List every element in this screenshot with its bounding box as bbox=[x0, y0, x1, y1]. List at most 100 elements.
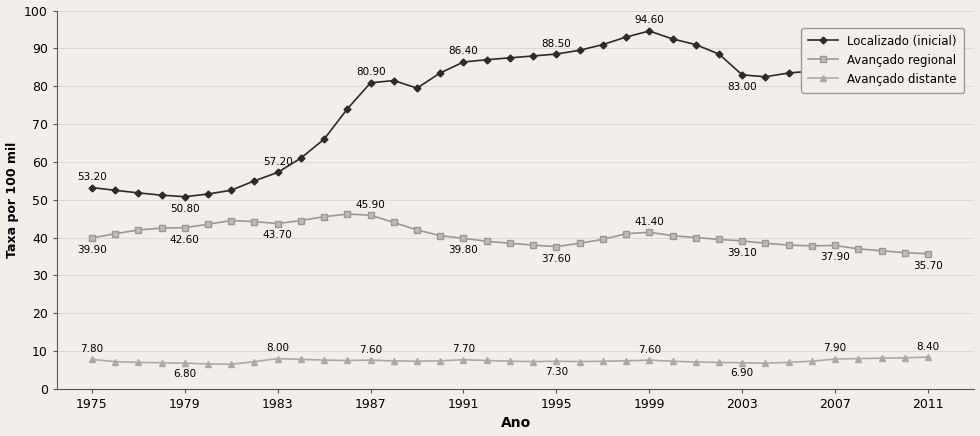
Avançado distante bbox=[132, 360, 144, 365]
Avançado distante bbox=[573, 359, 585, 364]
Avançado regional bbox=[690, 235, 702, 240]
Avançado regional bbox=[225, 218, 237, 223]
Avançado regional bbox=[271, 221, 283, 226]
Localizado (inicial) bbox=[249, 178, 261, 184]
Avançado distante bbox=[365, 358, 376, 363]
Avançado distante bbox=[179, 361, 191, 366]
Localizado (inicial) bbox=[597, 42, 609, 47]
Localizado (inicial) bbox=[318, 136, 330, 142]
Text: 39.80: 39.80 bbox=[449, 245, 478, 255]
Avançado distante bbox=[736, 360, 748, 365]
Avançado distante bbox=[504, 359, 515, 364]
Text: 86.40: 86.40 bbox=[449, 47, 478, 56]
Localizado (inicial) bbox=[760, 74, 771, 79]
Avançado distante bbox=[690, 359, 702, 364]
Text: 80.90: 80.90 bbox=[356, 67, 385, 77]
Avançado regional bbox=[295, 218, 307, 223]
Text: 57.20: 57.20 bbox=[263, 157, 293, 167]
Localizado (inicial) bbox=[504, 55, 515, 61]
Avançado regional bbox=[341, 211, 353, 217]
Localizado (inicial) bbox=[86, 185, 98, 190]
Avançado distante bbox=[597, 359, 609, 364]
Localizado (inicial) bbox=[225, 187, 237, 193]
Text: 37.60: 37.60 bbox=[542, 254, 571, 264]
Text: 45.90: 45.90 bbox=[356, 200, 385, 210]
Avançado regional bbox=[853, 246, 864, 252]
Avançado distante bbox=[806, 359, 817, 364]
Avançado regional bbox=[481, 238, 493, 244]
Text: 6.90: 6.90 bbox=[731, 368, 754, 378]
Avançado regional bbox=[249, 219, 261, 224]
Avançado regional bbox=[434, 233, 446, 238]
Localizado (inicial) bbox=[458, 59, 469, 65]
Localizado (inicial) bbox=[829, 68, 841, 73]
Avançado regional bbox=[829, 243, 841, 248]
Localizado (inicial) bbox=[365, 80, 376, 85]
Avançado regional bbox=[666, 233, 678, 238]
Avançado distante bbox=[551, 359, 563, 364]
Avançado distante bbox=[341, 358, 353, 363]
Avançado regional bbox=[551, 244, 563, 249]
Localizado (inicial) bbox=[736, 72, 748, 78]
Localizado (inicial) bbox=[341, 106, 353, 112]
Line: Localizado (inicial): Localizado (inicial) bbox=[89, 28, 930, 199]
Localizado (inicial) bbox=[527, 53, 539, 58]
Localizado (inicial) bbox=[690, 42, 702, 47]
Avançado regional bbox=[202, 221, 214, 227]
Localizado (inicial) bbox=[876, 74, 888, 79]
Avançado regional bbox=[504, 241, 515, 246]
Avançado regional bbox=[876, 248, 888, 253]
Avançado distante bbox=[899, 355, 910, 361]
Avançado distante bbox=[458, 357, 469, 362]
Localizado (inicial) bbox=[806, 68, 817, 74]
Avançado regional bbox=[597, 237, 609, 242]
Avançado regional bbox=[573, 241, 585, 246]
Text: 8.40: 8.40 bbox=[916, 341, 940, 351]
Avançado regional bbox=[760, 241, 771, 246]
Text: 41.40: 41.40 bbox=[634, 217, 664, 227]
Avançado distante bbox=[829, 356, 841, 361]
Avançado regional bbox=[365, 213, 376, 218]
Localizado (inicial) bbox=[434, 70, 446, 75]
Avançado distante bbox=[388, 358, 400, 364]
Avançado distante bbox=[271, 356, 283, 361]
Avançado distante bbox=[713, 360, 725, 365]
Text: 42.60: 42.60 bbox=[170, 235, 200, 245]
Avançado regional bbox=[620, 231, 632, 236]
Line: Avançado regional: Avançado regional bbox=[89, 211, 931, 257]
Localizado (inicial) bbox=[202, 191, 214, 197]
Avançado regional bbox=[713, 237, 725, 242]
Text: 7.80: 7.80 bbox=[80, 344, 104, 354]
X-axis label: Ano: Ano bbox=[501, 416, 531, 430]
Localizado (inicial) bbox=[109, 187, 121, 193]
Localizado (inicial) bbox=[295, 156, 307, 161]
Text: 53.20: 53.20 bbox=[77, 172, 107, 182]
Localizado (inicial) bbox=[666, 36, 678, 41]
Avançado regional bbox=[527, 242, 539, 248]
Text: 43.70: 43.70 bbox=[263, 231, 293, 241]
Text: 39.10: 39.10 bbox=[727, 248, 758, 258]
Avançado distante bbox=[853, 356, 864, 361]
Avançado distante bbox=[527, 359, 539, 364]
Localizado (inicial) bbox=[573, 48, 585, 53]
Avançado regional bbox=[922, 251, 934, 256]
Text: 50.80: 50.80 bbox=[170, 204, 200, 214]
Avançado regional bbox=[736, 238, 748, 244]
Avançado distante bbox=[876, 356, 888, 361]
Text: 35.70: 35.70 bbox=[913, 261, 943, 271]
Localizado (inicial) bbox=[551, 51, 563, 57]
Localizado (inicial) bbox=[713, 51, 725, 57]
Line: Avançado distante: Avançado distante bbox=[89, 354, 931, 368]
Text: 84.20: 84.20 bbox=[820, 55, 850, 65]
Avançado regional bbox=[132, 227, 144, 232]
Avançado distante bbox=[412, 359, 423, 364]
Avançado distante bbox=[156, 360, 168, 365]
Avançado regional bbox=[179, 225, 191, 230]
Avançado regional bbox=[156, 225, 168, 231]
Avançado distante bbox=[666, 359, 678, 364]
Localizado (inicial) bbox=[620, 34, 632, 40]
Avançado regional bbox=[388, 220, 400, 225]
Avançado distante bbox=[783, 360, 795, 365]
Text: 94.60: 94.60 bbox=[634, 15, 664, 25]
Localizado (inicial) bbox=[783, 70, 795, 75]
